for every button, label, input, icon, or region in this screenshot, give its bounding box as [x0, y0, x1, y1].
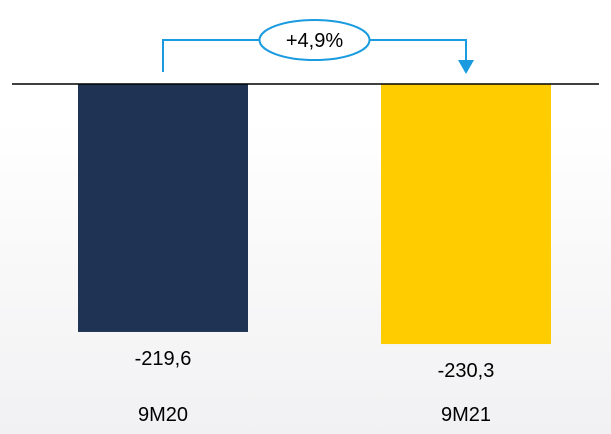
bars-layer — [78, 84, 551, 345]
bar-9m20 — [78, 84, 248, 332]
change-annotation: +4,9% — [162, 19, 474, 74]
category-label-9m20: 9M20 — [138, 404, 188, 426]
category-label-9m21: 9M21 — [441, 404, 491, 426]
change-badge-text: +4,9% — [286, 30, 343, 52]
bar-9m21 — [381, 84, 551, 345]
labels-layer: -219,6 9M20 -230,3 9M21 — [135, 348, 495, 426]
data-label-9m21: -230,3 — [438, 360, 495, 382]
change-arrowhead — [458, 60, 474, 74]
change-badge — [258, 19, 371, 61]
data-label-9m20: -219,6 — [135, 348, 192, 370]
